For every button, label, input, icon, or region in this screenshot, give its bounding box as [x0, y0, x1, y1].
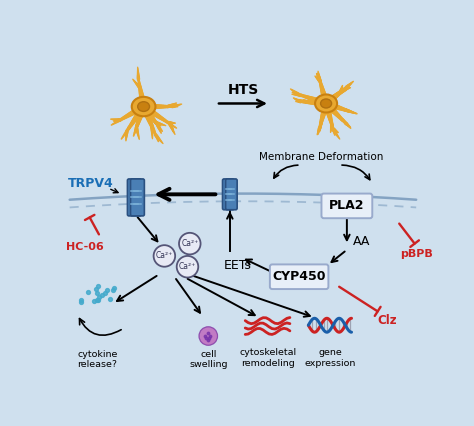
Text: gene
expression: gene expression	[304, 348, 356, 368]
FancyBboxPatch shape	[128, 179, 141, 216]
Text: Ca²⁺: Ca²⁺	[181, 239, 199, 248]
Text: HC-06: HC-06	[66, 242, 104, 252]
FancyBboxPatch shape	[270, 265, 328, 289]
Text: PLA2: PLA2	[329, 199, 365, 213]
Circle shape	[199, 327, 218, 345]
Text: pBPB: pBPB	[400, 249, 433, 259]
Text: HTS: HTS	[228, 83, 258, 97]
Circle shape	[179, 233, 201, 254]
Text: EETs: EETs	[224, 259, 252, 272]
Text: cell
swelling: cell swelling	[189, 350, 228, 369]
FancyBboxPatch shape	[226, 179, 237, 210]
Text: Ca²⁺: Ca²⁺	[156, 251, 173, 260]
Text: cytoskeletal
remodeling: cytoskeletal remodeling	[239, 348, 296, 368]
Text: Ca²⁺: Ca²⁺	[179, 262, 196, 271]
Text: cytokine
release?: cytokine release?	[77, 350, 118, 369]
Text: CYP450: CYP450	[273, 270, 326, 283]
FancyBboxPatch shape	[222, 179, 234, 210]
Text: TRPV4: TRPV4	[68, 177, 114, 190]
Ellipse shape	[315, 95, 337, 112]
Circle shape	[177, 256, 198, 277]
Text: Membrane Deformation: Membrane Deformation	[258, 153, 383, 162]
Circle shape	[154, 245, 175, 267]
Text: Clz: Clz	[378, 314, 398, 327]
FancyBboxPatch shape	[321, 193, 372, 218]
Ellipse shape	[320, 99, 332, 108]
Ellipse shape	[137, 102, 149, 112]
Text: AA: AA	[353, 235, 370, 248]
FancyBboxPatch shape	[130, 179, 145, 216]
Ellipse shape	[132, 97, 155, 116]
